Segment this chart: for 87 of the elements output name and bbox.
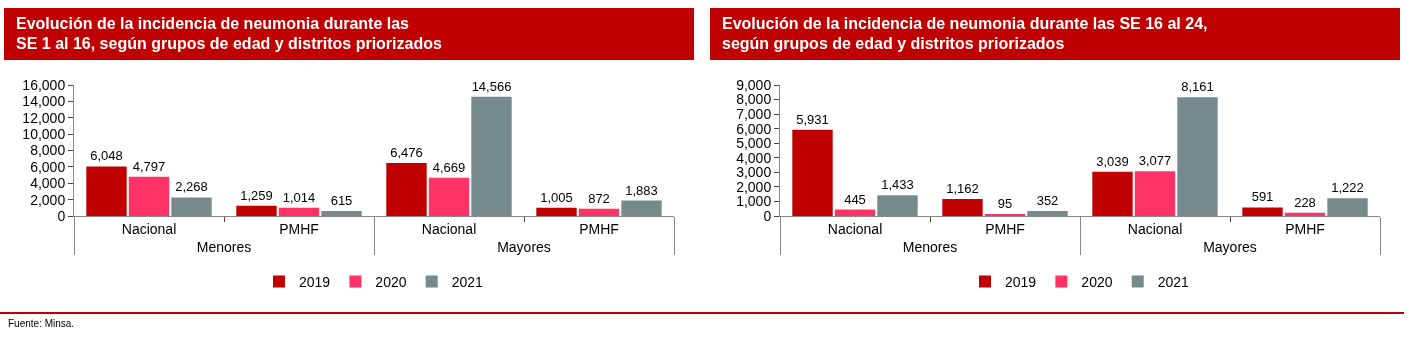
data-label: 1,162 [946,181,979,197]
x-tick-label: PMHF [279,220,319,237]
legend-label: 2019 [1005,273,1037,290]
x-tick-label: Nacional [121,220,177,237]
y-tick-label: 8,000 [736,91,772,108]
y-tick-label: 8,000 [30,142,66,159]
text: Mayores [1203,238,1257,255]
bar [236,205,277,216]
data-label: 95 [997,196,1013,211]
x-tick-label: Nacional [421,220,477,237]
y-tick-label: 2,000 [30,191,66,208]
x-tick-label: PMHF [1285,220,1325,237]
data-label: 1,014 [282,189,316,205]
y-tick-label: 2,000 [736,178,772,195]
x-tick-label: PMHF [579,220,619,237]
data-label: 2,268 [175,179,208,195]
source-note: Fuente: Minsa. [8,318,75,329]
data-label: 4,669 [432,159,466,175]
bar [578,208,620,216]
bar [86,166,127,216]
data-label: 872 [588,190,610,206]
bar [942,199,983,216]
bar [536,207,577,216]
y-tick-label: 10,000 [22,126,66,143]
bar [278,207,320,216]
data-label: 1,005 [540,189,573,205]
y-tick-label: 9,000 [736,76,772,93]
data-label: 4,797 [132,158,166,174]
data-label: 6,048 [90,148,123,164]
y-tick-label: 3,000 [736,164,772,181]
y-tick-label: 6,000 [30,158,66,175]
x-tick-label: Nacional [1127,220,1183,237]
data-label: 1,883 [625,182,658,198]
bar [1134,171,1176,216]
bar [1092,171,1133,216]
bar [128,176,170,216]
bar [877,195,918,216]
legend-label: 2020 [1081,273,1113,290]
text: Menores [196,238,252,255]
bar [621,200,662,216]
y-tick-label: 5,000 [736,135,772,152]
data-label: 5,931 [796,111,829,127]
y-tick-label: 7,000 [736,106,772,123]
bar [1177,97,1218,216]
y-tick-label: 0 [57,207,66,224]
bar [471,96,512,216]
legend-label: 2019 [299,273,331,290]
bar [1284,212,1326,216]
y-tick-label: 12,000 [22,109,66,126]
data-label: 1,433 [881,177,914,193]
text: Mayores [497,238,551,255]
data-label: 6,476 [390,144,423,160]
y-tick-label: 0 [763,207,772,224]
bar [428,177,470,216]
bar [1327,198,1368,216]
legend-label: 2021 [451,273,484,290]
bar [792,129,833,216]
y-tick-label: 4,000 [736,149,772,166]
bar [834,209,876,216]
data-label: 1,259 [240,187,273,203]
data-label: 615 [330,192,353,208]
y-tick-label: 1,000 [736,193,772,210]
bar [321,210,362,216]
data-label: 14,566 [471,78,512,94]
bar [171,197,212,216]
legend-label: 2021 [1157,273,1190,290]
data-label: 352 [1036,192,1059,208]
y-tick-label: 6,000 [736,120,772,137]
data-label: 1,222 [1331,180,1364,196]
data-label: 591 [1251,189,1274,205]
data-label: 445 [844,191,866,207]
x-tick-label: PMHF [985,220,1025,237]
data-label: 228 [1294,194,1316,210]
data-label: 8,161 [1181,79,1214,95]
chart-title: Evolución de la incidencia de neumonia durante las SE 16 al 24, según grupos de edad y distritos priorizados [710,8,1400,60]
chart-title: Evolución de la incidencia de neumonia durante las SE 1 al 16, según grupos de edad y distritos priorizados [4,8,694,60]
legend-label: 2020 [375,273,407,290]
bar [1027,210,1068,216]
x-tick-label: Nacional [827,220,883,237]
text: Menores [902,238,958,255]
y-tick-label: 4,000 [30,175,66,192]
y-tick-label: 14,000 [22,93,66,110]
y-tick-label: 16,000 [22,76,66,93]
bar [386,162,427,216]
data-label: 3,077 [1138,153,1172,169]
bar [1242,207,1283,216]
data-label: 3,039 [1096,153,1129,169]
